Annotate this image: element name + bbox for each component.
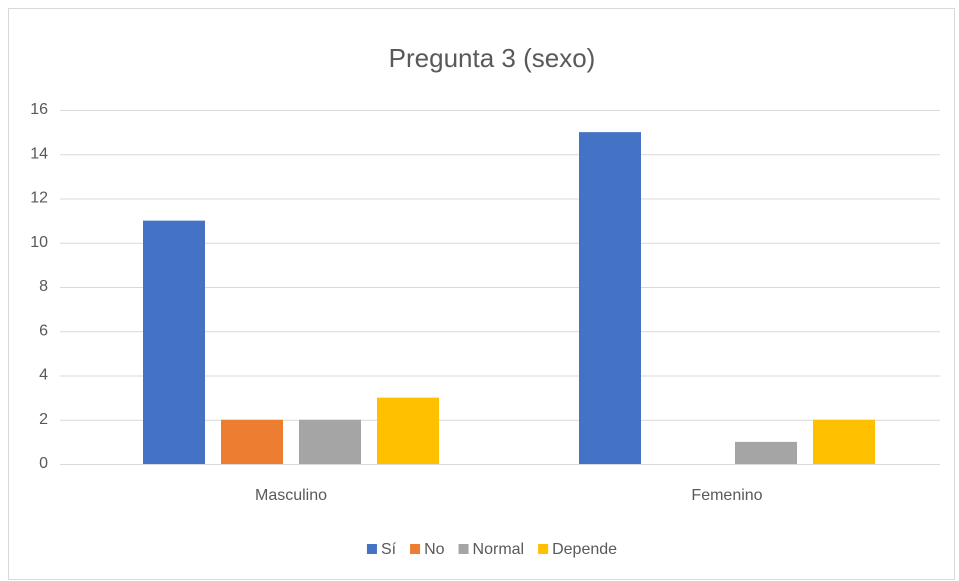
legend-swatch [458,544,469,554]
legend-swatch [410,544,421,554]
legend-label: Normal [473,541,525,558]
legend-label: No [424,541,445,558]
y-tick-label: 10 [30,234,48,251]
bar [143,220,205,464]
legend-item: Normal [458,541,525,558]
bar [377,397,439,464]
bar [579,132,641,464]
legend-item: Depende [538,541,617,558]
legend-label: Depende [552,541,617,558]
y-tick-label: 0 [39,455,48,472]
y-tick-label: 12 [30,190,48,207]
y-tick-label: 4 [39,367,48,384]
x-tick-label: Masculino [255,487,327,504]
chart-title: Pregunta 3 (sexo) [389,43,596,73]
bar [299,419,361,464]
bar [221,419,283,464]
legend-item: Sí [366,541,397,558]
y-tick-label: 6 [39,322,48,339]
legend-swatch [366,544,377,554]
bar [813,419,875,464]
x-tick-label: Femenino [691,487,762,504]
y-tick-label: 14 [30,145,48,162]
legend-item: No [410,541,445,558]
legend-label: Sí [381,541,397,558]
legend-swatch [538,544,549,554]
y-tick-label: 16 [30,101,48,118]
bar [735,441,797,464]
y-tick-label: 8 [39,278,48,295]
y-tick-label: 2 [39,411,48,428]
